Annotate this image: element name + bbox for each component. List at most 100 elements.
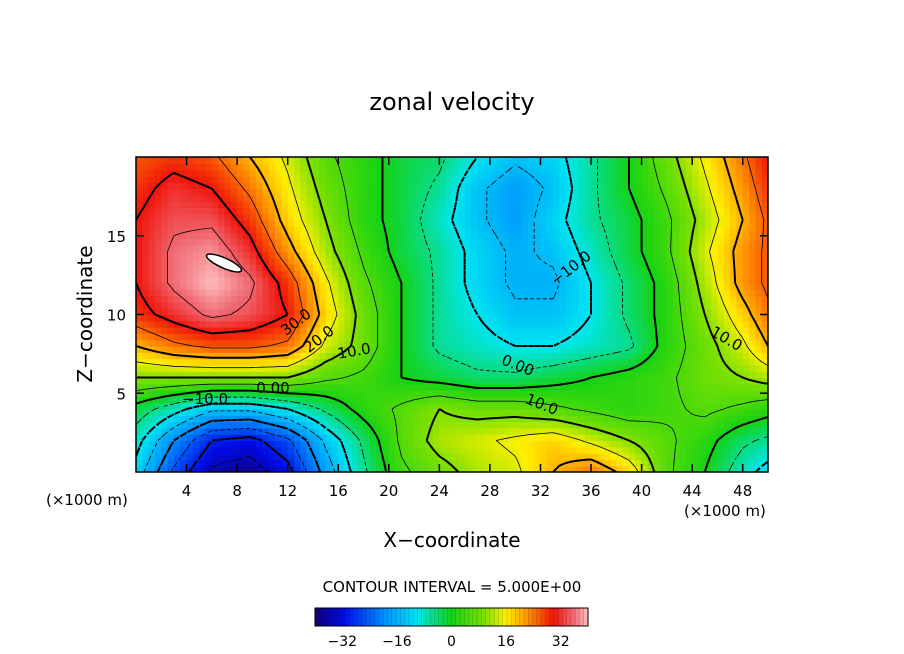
heatmap-cell xyxy=(458,270,466,278)
heatmap-cell xyxy=(262,459,270,467)
heatmap-cell xyxy=(698,182,706,190)
heatmap-cell xyxy=(173,440,181,448)
heatmap-cell xyxy=(136,314,143,322)
heatmap-cell xyxy=(325,194,333,202)
heatmap-cell xyxy=(755,213,763,221)
heatmap-cell xyxy=(325,421,333,429)
heatmap-cell xyxy=(350,453,358,460)
heatmap-cell xyxy=(363,320,371,328)
heatmap-cell xyxy=(338,188,346,196)
heatmap-cell xyxy=(546,201,554,208)
heatmap-cell xyxy=(319,352,327,360)
heatmap-cell xyxy=(679,232,687,240)
heatmap-cell xyxy=(414,346,421,353)
heatmap-cell xyxy=(445,320,453,328)
heatmap-cell xyxy=(230,257,238,265)
heatmap-cell xyxy=(616,364,624,372)
heatmap-cell xyxy=(186,251,194,259)
heatmap-cell xyxy=(180,226,188,234)
heatmap-cell xyxy=(584,396,592,404)
heatmap-cell xyxy=(584,289,592,297)
heatmap-cell xyxy=(616,301,624,309)
heatmap-cell xyxy=(338,175,346,183)
heatmap-cell xyxy=(534,264,542,271)
heatmap-cell xyxy=(243,194,251,202)
heatmap-cell xyxy=(616,289,624,297)
heatmap-cell xyxy=(717,402,725,410)
heatmap-cell xyxy=(294,402,301,410)
heatmap-cell xyxy=(496,169,504,177)
heatmap-cell xyxy=(161,346,169,353)
heatmap-cell xyxy=(401,409,409,416)
heatmap-cell xyxy=(300,283,308,290)
heatmap-cell xyxy=(167,232,175,240)
heatmap-cell xyxy=(452,163,459,171)
heatmap-cell xyxy=(597,295,605,303)
heatmap-cell xyxy=(553,175,561,183)
heatmap-cell xyxy=(161,257,169,265)
heatmap-cell xyxy=(692,339,700,347)
heatmap-cell xyxy=(477,358,485,366)
heatmap-cell xyxy=(679,453,687,460)
heatmap-cell xyxy=(704,245,712,253)
heatmap-cell xyxy=(610,390,617,397)
heatmap-cell xyxy=(565,194,573,202)
heatmap-cell xyxy=(515,390,523,397)
heatmap-cell xyxy=(256,440,263,448)
heatmap-cell xyxy=(591,327,598,334)
heatmap-cell xyxy=(496,402,504,410)
heatmap-cell xyxy=(553,415,561,423)
heatmap-cell xyxy=(275,415,282,423)
heatmap-cell xyxy=(426,402,434,410)
heatmap-cell xyxy=(610,188,617,196)
heatmap-cell xyxy=(205,396,213,404)
heatmap-cell xyxy=(414,301,421,309)
heatmap-cell xyxy=(439,352,447,360)
heatmap-cell xyxy=(433,383,440,391)
heatmap-cell xyxy=(167,308,175,316)
heatmap-cell xyxy=(464,264,472,271)
heatmap-cell xyxy=(249,377,257,385)
heatmap-cell xyxy=(572,276,579,284)
heatmap-cell xyxy=(559,308,567,316)
heatmap-cell xyxy=(369,163,377,171)
heatmap-cell xyxy=(584,377,592,385)
heatmap-cell xyxy=(591,308,598,316)
heatmap-cell xyxy=(224,226,232,234)
heatmap-cell xyxy=(300,213,308,221)
heatmap-cell xyxy=(704,257,712,265)
heatmap-cell xyxy=(761,201,768,208)
heatmap-cell xyxy=(414,358,421,366)
heatmap-cell xyxy=(704,232,712,240)
heatmap-cell xyxy=(546,226,554,234)
heatmap-cell xyxy=(319,213,327,221)
heatmap-cell xyxy=(470,188,478,196)
heatmap-cell xyxy=(376,182,384,190)
heatmap-cell xyxy=(565,427,573,435)
heatmap-cell xyxy=(331,220,339,227)
heatmap-cell xyxy=(268,182,276,190)
heatmap-cell xyxy=(749,207,756,215)
heatmap-cell xyxy=(458,377,466,385)
heatmap-cell xyxy=(565,465,573,472)
heatmap-cell xyxy=(559,289,567,297)
heatmap-cell xyxy=(426,226,434,234)
heatmap-cell xyxy=(679,213,687,221)
heatmap-cell xyxy=(350,238,358,246)
heatmap-cell xyxy=(685,213,693,221)
heatmap-cell xyxy=(161,194,169,202)
heatmap-cell xyxy=(357,238,365,246)
heatmap-cell xyxy=(433,251,440,259)
heatmap-cell xyxy=(654,409,662,416)
heatmap-cell xyxy=(243,175,251,183)
heatmap-cell xyxy=(237,257,245,265)
heatmap-cell xyxy=(319,415,327,423)
heatmap-cell xyxy=(458,346,466,353)
heatmap-cell xyxy=(647,289,655,297)
heatmap-cell xyxy=(470,371,478,379)
heatmap-cell xyxy=(294,434,301,442)
heatmap-cell xyxy=(350,346,358,353)
heatmap-cell xyxy=(553,169,561,177)
heatmap-cell xyxy=(546,257,554,265)
heatmap-cell xyxy=(521,434,529,442)
